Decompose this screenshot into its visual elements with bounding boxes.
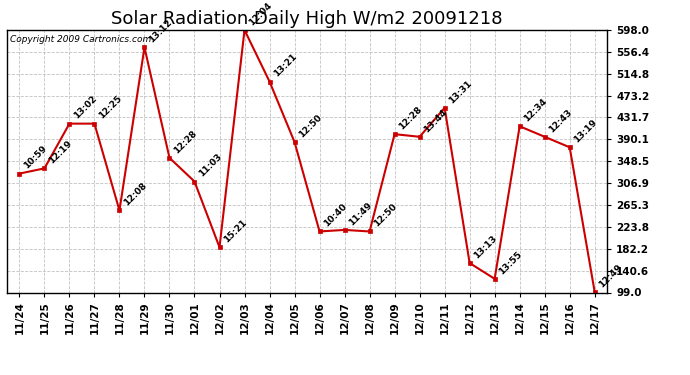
Text: 12:34: 12:34 [522, 97, 549, 123]
Text: 10:40: 10:40 [322, 202, 349, 229]
Text: 12:49: 12:49 [598, 262, 624, 289]
Text: 13:19: 13:19 [573, 118, 599, 144]
Text: 13:44: 13:44 [422, 107, 449, 134]
Text: 12:25: 12:25 [97, 94, 124, 121]
Text: 13:31: 13:31 [447, 78, 474, 105]
Title: Solar Radiation Daily High W/m2 20091218: Solar Radiation Daily High W/m2 20091218 [111, 10, 503, 28]
Text: 15:21: 15:21 [222, 218, 249, 244]
Text: 12:43: 12:43 [547, 107, 574, 134]
Text: 12:19: 12:19 [47, 139, 74, 166]
Text: 13:13: 13:13 [473, 234, 499, 260]
Text: 11:03: 11:03 [197, 152, 224, 179]
Text: 13:55: 13:55 [497, 249, 524, 276]
Text: 12:50: 12:50 [297, 113, 324, 139]
Text: 13:12: 13:12 [147, 18, 174, 45]
Text: 13:02: 13:02 [72, 94, 99, 121]
Text: Copyright 2009 Cartronics.com: Copyright 2009 Cartronics.com [10, 35, 151, 44]
Text: 12:04: 12:04 [247, 1, 274, 27]
Text: 10:59: 10:59 [22, 144, 49, 171]
Text: 12:28: 12:28 [172, 129, 199, 155]
Text: 11:49: 11:49 [347, 200, 374, 227]
Text: 12:28: 12:28 [397, 105, 424, 131]
Text: 12:50: 12:50 [373, 202, 399, 229]
Text: 13:21: 13:21 [273, 52, 299, 79]
Text: 12:08: 12:08 [122, 181, 149, 208]
